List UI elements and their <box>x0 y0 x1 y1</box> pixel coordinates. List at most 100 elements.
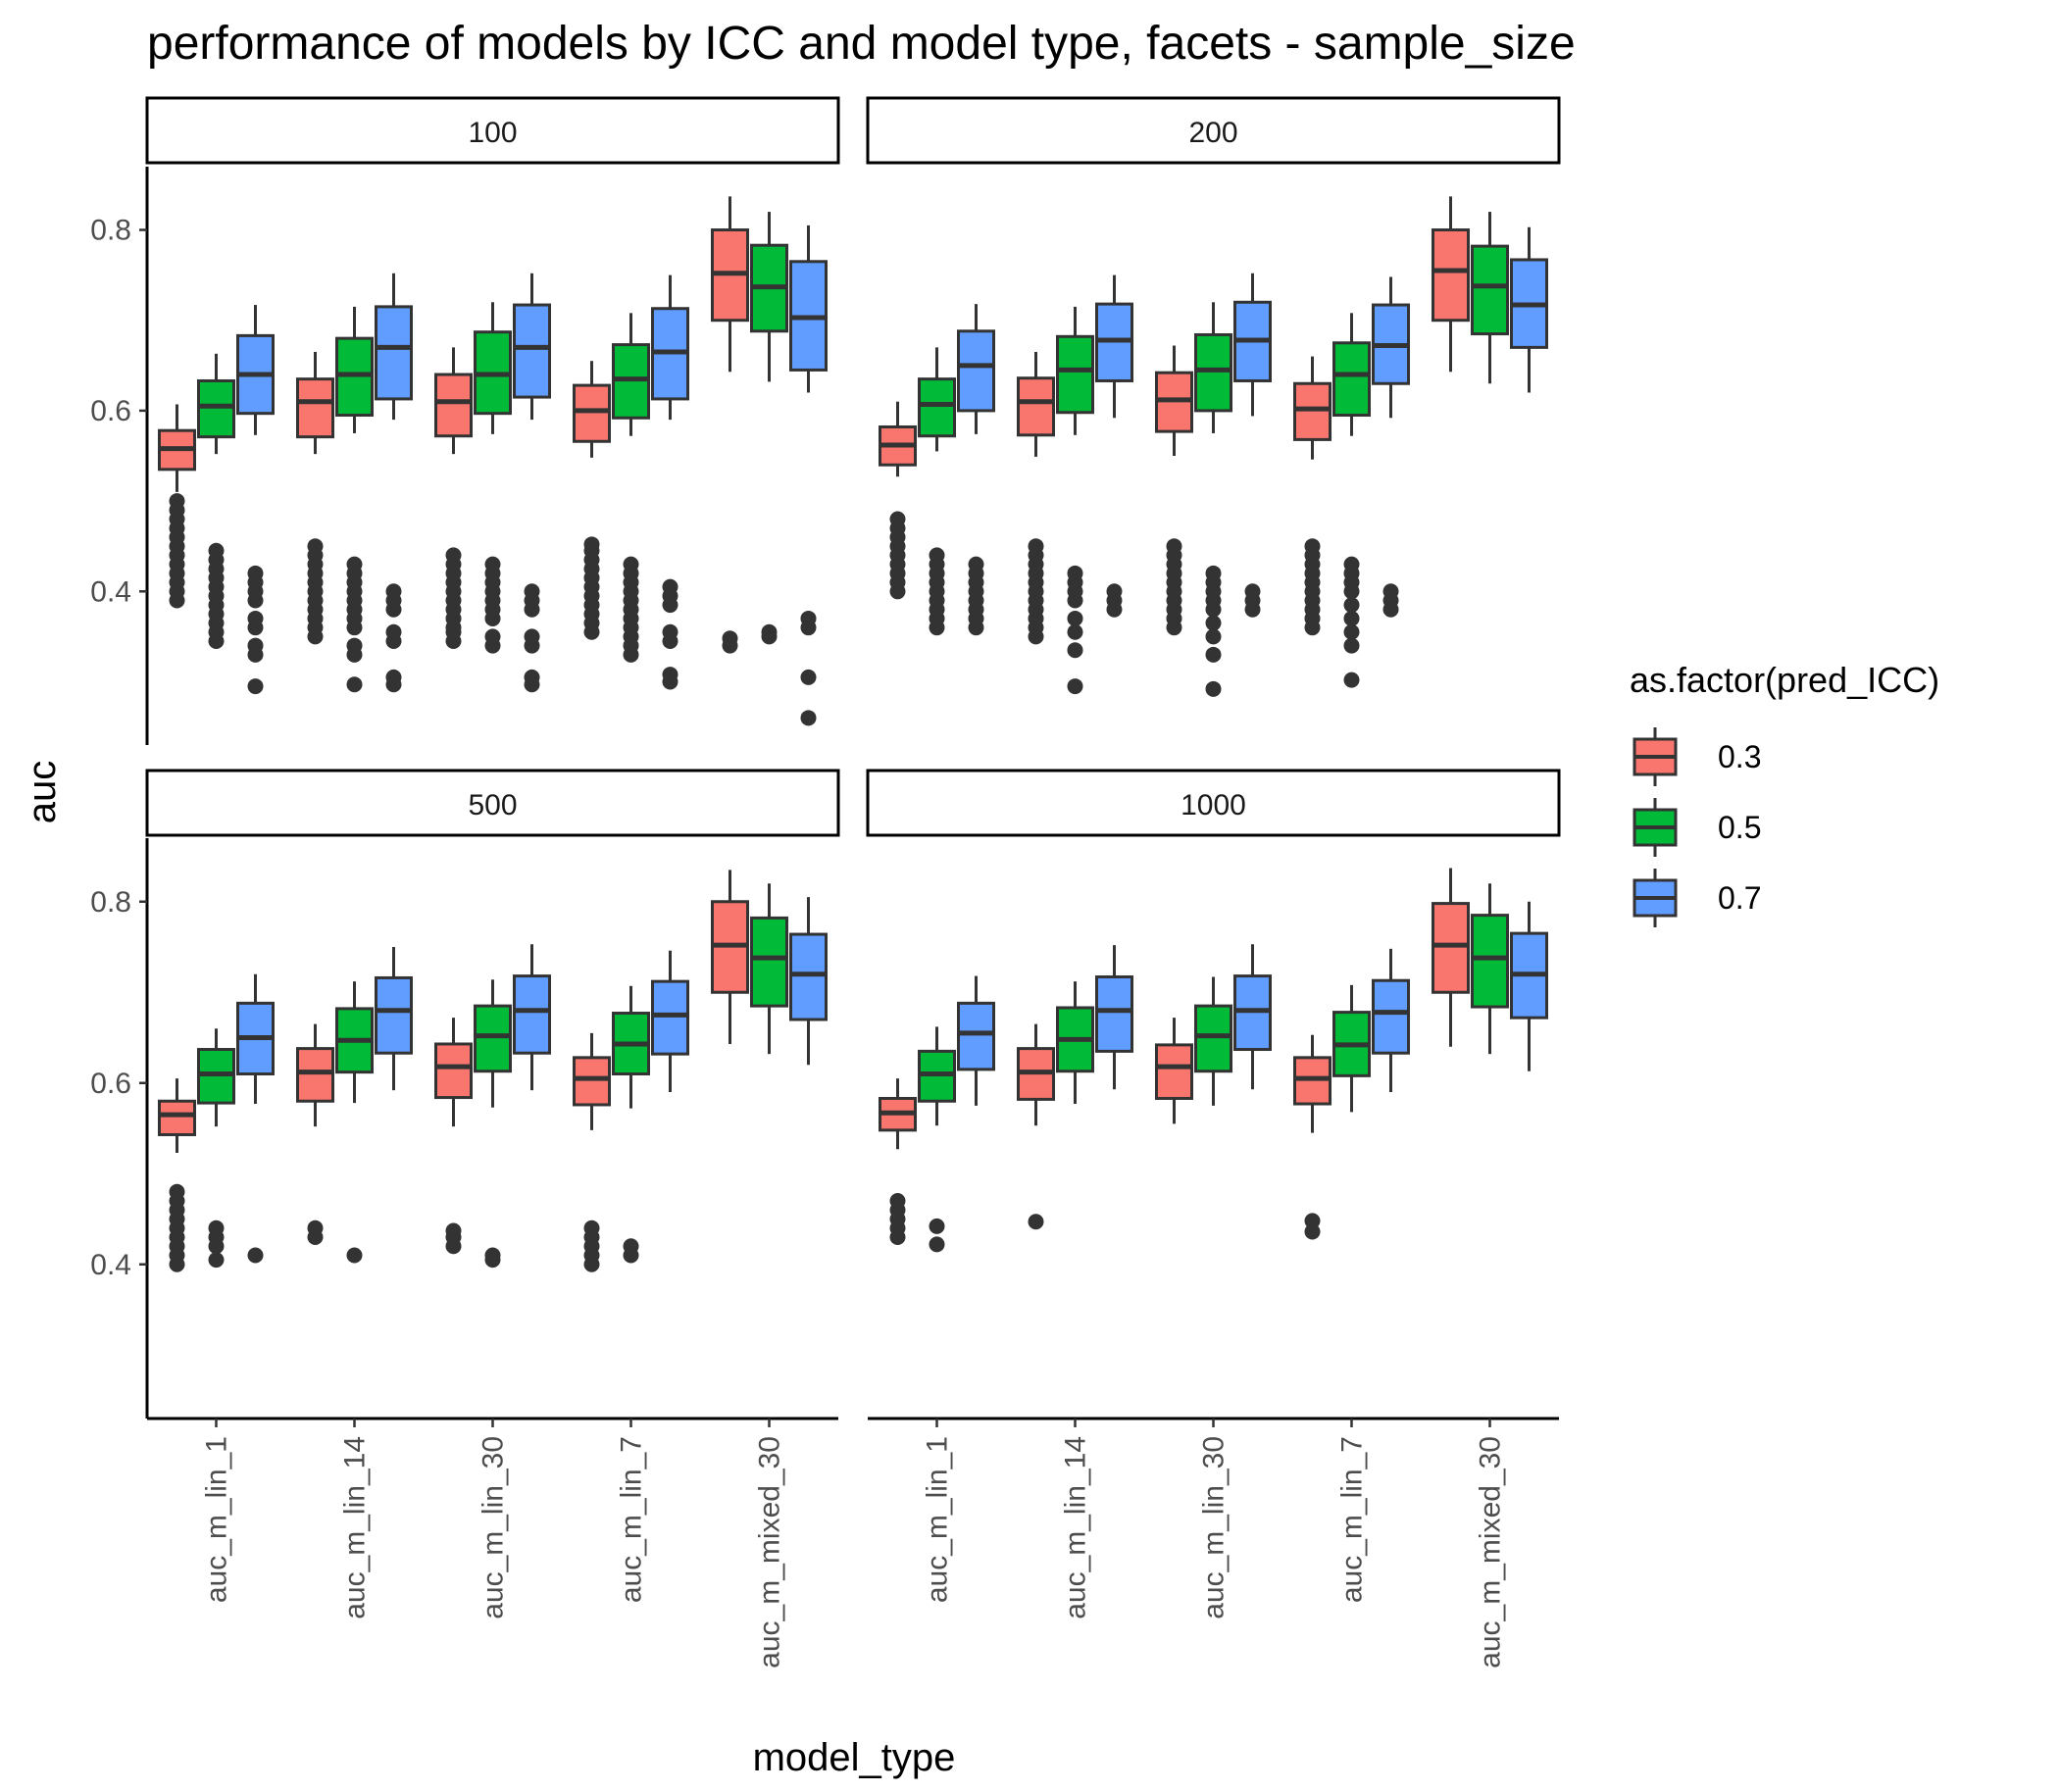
outlier-point <box>1343 623 1360 640</box>
y-tick-label: 0.6 <box>90 395 131 427</box>
outlier-point <box>761 623 778 640</box>
outlier-point <box>1067 565 1083 581</box>
outlier-point <box>1067 678 1083 695</box>
outlier-point <box>1067 623 1083 640</box>
outlier-point <box>889 1193 906 1209</box>
outlier-point <box>1028 538 1044 555</box>
x-tick-label: auc_m_mixed_30 <box>1475 1436 1507 1668</box>
legend-item-label: 0.5 <box>1718 810 1761 845</box>
box-auc_m_mixed_30-0.5 <box>1471 212 1509 384</box>
box-auc_m_lin_1-0.7 <box>236 305 275 695</box>
box-auc_m_mixed_30-0.3 <box>1432 868 1470 1047</box>
facet-strip <box>145 96 840 165</box>
box-auc_m_lin_7-0.3 <box>1293 1034 1331 1240</box>
outlier-point <box>247 637 264 654</box>
box-body <box>1432 228 1470 323</box>
legend-item-0.7: 0.7 <box>1633 869 1761 927</box>
box-auc_m_lin_7-0.7 <box>1372 276 1410 618</box>
box-body <box>474 1004 512 1073</box>
box-body <box>1372 978 1410 1055</box>
x-tick-label: auc_m_lin_14 <box>339 1436 372 1619</box>
outlier-point <box>800 710 817 726</box>
box-body <box>750 916 788 1008</box>
outlier-point <box>1028 1214 1044 1230</box>
box-auc_m_mixed_30-0.7 <box>1510 226 1548 393</box>
outlier-point <box>1343 637 1360 654</box>
legend-item-label: 0.3 <box>1718 739 1761 774</box>
box-body <box>957 329 995 413</box>
box-body <box>789 932 828 1021</box>
y-tick-label: 0.8 <box>90 215 131 247</box>
outlier-point <box>1304 1213 1321 1229</box>
box-auc_m_lin_1-0.5 <box>197 353 235 649</box>
box-auc_m_lin_7-0.5 <box>612 313 650 663</box>
outlier-point <box>169 1183 185 1200</box>
outlier-point <box>247 610 264 626</box>
box-body <box>197 378 235 439</box>
box-body <box>957 1001 995 1071</box>
facet-strip-label: 100 <box>468 117 517 149</box>
box-body <box>434 1042 473 1100</box>
box-auc_m_lin_7-0.5 <box>1332 984 1371 1113</box>
box-body <box>1471 914 1509 1009</box>
outlier-point <box>623 556 639 572</box>
box-auc_m_lin_30-0.3 <box>434 347 473 649</box>
x-axis-label: model_type <box>753 1736 956 1779</box>
x-tick-label: auc_m_lin_7 <box>616 1436 648 1603</box>
box-auc_m_lin_30-0.7 <box>513 273 551 693</box>
box-body <box>1194 332 1232 413</box>
outlier-point <box>247 678 264 695</box>
x-tick-label: auc_m_lin_14 <box>1060 1436 1092 1619</box>
box-body <box>513 974 551 1055</box>
outlier-point <box>247 565 264 581</box>
chart-title: performance of models by ICC and model t… <box>147 18 1576 70</box>
outlier-point <box>208 542 225 559</box>
facet-strip <box>145 769 840 837</box>
box-body <box>573 383 611 443</box>
box-body <box>1293 381 1331 441</box>
outlier-point <box>1067 610 1083 626</box>
outlier-point <box>346 637 363 654</box>
facet-panel-1000: 1000 auc_m_lin_1 auc_m_lin_14 auc_m_lin_30 a… <box>866 769 1561 1668</box>
outlier-point <box>247 1247 264 1264</box>
outlier-point <box>208 1252 225 1269</box>
outlier-point <box>1166 538 1182 555</box>
box-body <box>296 1047 334 1103</box>
box-auc_m_lin_14-0.5 <box>1056 306 1094 695</box>
outlier-point <box>524 669 540 685</box>
y-axis-label: auc <box>21 761 64 824</box>
outlier-point <box>208 1220 225 1236</box>
x-tick-label: auc_m_lin_1 <box>201 1436 233 1603</box>
outlier-point <box>929 547 945 564</box>
box-body <box>1194 1004 1232 1073</box>
box-auc_m_lin_1-0.5 <box>197 1028 235 1269</box>
box-body <box>1332 341 1371 418</box>
box-auc_m_lin_7-0.3 <box>1293 356 1331 636</box>
facet-strip <box>866 96 1561 165</box>
box-auc_m_lin_7-0.5 <box>1332 313 1371 688</box>
box-body <box>651 979 689 1056</box>
box-auc_m_lin_7-0.7 <box>1372 948 1410 1092</box>
box-auc_m_lin_1-0.5 <box>918 1026 956 1253</box>
box-body <box>1095 975 1133 1053</box>
box-auc_m_lin_30-0.3 <box>1155 1018 1193 1124</box>
box-auc_m_lin_1-0.5 <box>918 347 956 636</box>
outlier-point <box>1205 646 1222 663</box>
box-auc_m_lin_30-0.7 <box>1233 273 1272 618</box>
outlier-point <box>307 538 324 555</box>
outlier-point <box>524 628 540 645</box>
outlier-point <box>1343 672 1360 688</box>
legend-item-0.3: 0.3 <box>1633 727 1761 786</box>
box-auc_m_lin_14-0.5 <box>1056 981 1094 1105</box>
box-auc_m_lin_30-0.3 <box>1155 345 1193 636</box>
box-auc_m_mixed_30-0.5 <box>750 212 788 645</box>
box-auc_m_lin_1-0.3 <box>158 404 196 609</box>
box-body <box>1155 1043 1193 1100</box>
outlier-point <box>662 578 678 595</box>
box-auc_m_mixed_30-0.3 <box>711 870 749 1044</box>
box-body <box>513 303 551 399</box>
box-auc_m_lin_7-0.7 <box>651 950 689 1092</box>
outlier-point <box>1382 583 1399 600</box>
outlier-point <box>346 676 363 693</box>
box-body <box>1432 902 1470 994</box>
